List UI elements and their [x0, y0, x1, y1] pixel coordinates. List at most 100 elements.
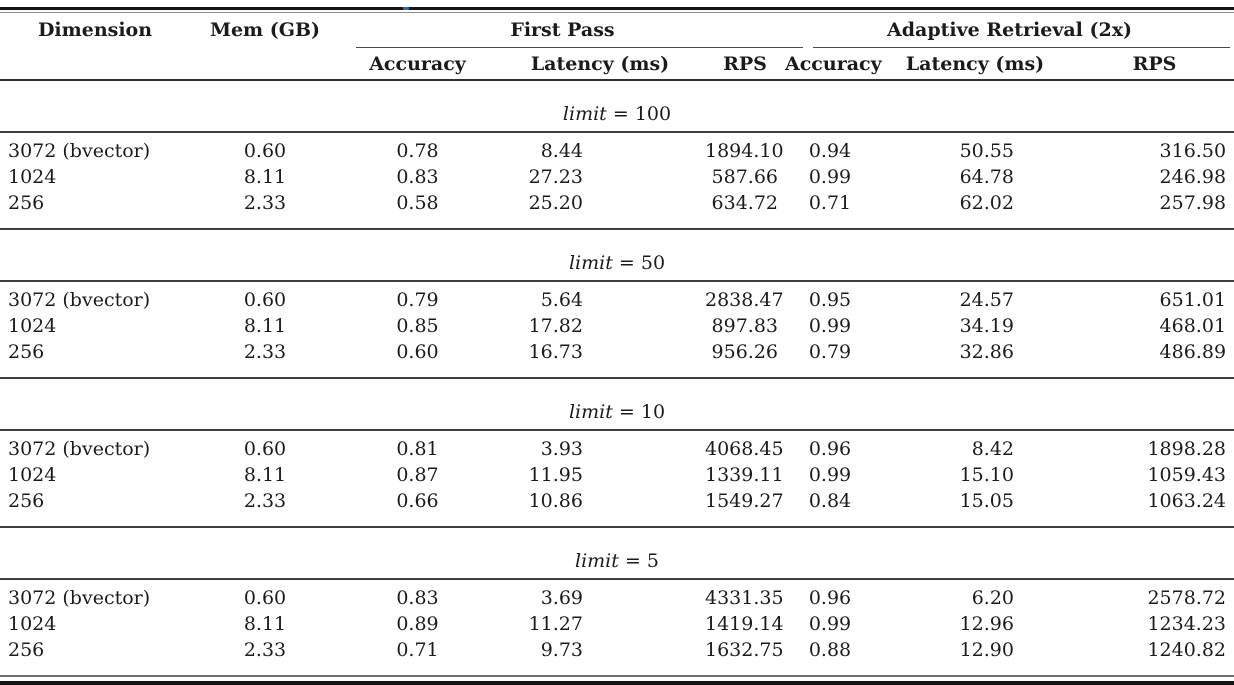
cell-dimension: 1024 — [8, 613, 57, 635]
limit-label: limit — [568, 252, 613, 274]
top-rule-thick — [0, 7, 1234, 10]
header-row-groups: Dimension Mem (GB) First Pass Adaptive R… — [0, 13, 1234, 81]
section-limit-10: limit = 10 3072 (bvector) 0.60 0.81 3.93… — [0, 377, 1234, 527]
cell-ar-rps: 486.89 — [1159, 341, 1227, 363]
cell-fp-accuracy: 0.87 — [396, 464, 439, 486]
cell-fp-accuracy: 0.83 — [396, 587, 439, 609]
cell-fp-latency: 3.69 — [540, 587, 583, 609]
cell-ar-accuracy: 0.96 — [808, 438, 852, 460]
cell-dimension: 1024 — [8, 464, 57, 486]
table-row: 3072 (bvector) 0.60 0.81 3.93 4068.45 0.… — [0, 430, 1234, 462]
cell-ar-latency: 34.19 — [959, 315, 1014, 337]
top-rule-thin — [0, 12, 1234, 13]
subheader-ar-latency: Latency (ms) — [875, 48, 1075, 81]
table-header: Dimension Mem (GB) First Pass Adaptive R… — [0, 13, 1234, 81]
section-limit-50: limit = 50 3072 (bvector) 0.60 0.79 5.64… — [0, 228, 1234, 378]
table-row: 256 2.33 0.60 16.73 956.26 0.79 32.86 48… — [0, 339, 1234, 378]
cell-ar-latency: 62.02 — [959, 192, 1014, 214]
cell-ar-latency: 12.96 — [959, 613, 1014, 635]
cell-ar-accuracy: 0.99 — [808, 464, 852, 486]
cell-mem: 0.60 — [243, 289, 287, 311]
cell-ar-latency: 15.10 — [959, 464, 1014, 486]
cell-fp-latency: 3.93 — [540, 438, 583, 460]
bottom-rule-thin — [0, 675, 1234, 677]
cell-fp-accuracy: 0.85 — [396, 315, 439, 337]
cell-fp-rps: 1894.10 — [705, 140, 784, 162]
cell-dimension: 256 — [8, 192, 45, 214]
section-limit-100: limit = 100 3072 (bvector) 0.60 0.78 8.4… — [0, 79, 1234, 229]
benchmark-results-table: Dimension Mem (GB) First Pass Adaptive R… — [0, 13, 1234, 675]
section-title-row: limit = 10 — [0, 377, 1234, 431]
cell-ar-latency: 32.86 — [959, 341, 1014, 363]
cell-ar-latency: 64.78 — [959, 166, 1014, 188]
cell-mem: 2.33 — [243, 341, 287, 363]
cell-ar-rps: 1063.24 — [1147, 490, 1227, 512]
cell-fp-accuracy: 0.81 — [396, 438, 439, 460]
cell-ar-rps: 1234.23 — [1147, 613, 1227, 635]
table-row: 1024 8.11 0.85 17.82 897.83 0.99 34.19 4… — [0, 313, 1234, 339]
cell-mem: 0.60 — [243, 587, 287, 609]
cell-ar-accuracy: 0.95 — [808, 289, 852, 311]
limit-label: limit — [575, 550, 619, 572]
subheader-ar-accuracy: Accuracy — [785, 48, 882, 81]
cell-ar-accuracy: 0.94 — [808, 140, 852, 162]
table-row: 256 2.33 0.66 10.86 1549.27 0.84 15.05 1… — [0, 488, 1234, 527]
cell-fp-accuracy: 0.83 — [396, 166, 439, 188]
cell-ar-latency: 24.57 — [959, 289, 1014, 311]
cell-ar-rps: 1240.82 — [1147, 639, 1227, 661]
cell-dimension: 3072 (bvector) — [8, 140, 151, 162]
cell-ar-latency: 6.20 — [971, 587, 1014, 609]
cell-dimension: 1024 — [8, 315, 57, 337]
cell-ar-rps: 246.98 — [1159, 166, 1227, 188]
cell-fp-latency: 10.86 — [528, 490, 583, 512]
cell-fp-rps: 956.26 — [711, 341, 778, 363]
cell-fp-rps: 1339.11 — [705, 464, 784, 486]
table-row: 3072 (bvector) 0.60 0.79 5.64 2838.47 0.… — [0, 281, 1234, 313]
header-row-subcolumns: Accuracy Latency (ms) RPS Accuracy Laten… — [0, 48, 1234, 81]
cell-ar-rps: 1059.43 — [1147, 464, 1227, 486]
cell-dimension: 3072 (bvector) — [8, 587, 151, 609]
cell-ar-rps: 651.01 — [1159, 289, 1227, 311]
cell-ar-accuracy: 0.99 — [808, 613, 852, 635]
cell-ar-rps: 1898.28 — [1147, 438, 1227, 460]
cell-ar-latency: 8.42 — [971, 438, 1014, 460]
cell-ar-accuracy: 0.99 — [808, 315, 852, 337]
table-row: 1024 8.11 0.83 27.23 587.66 0.99 64.78 2… — [0, 164, 1234, 190]
limit-value: = 5 — [624, 550, 660, 572]
cell-fp-latency: 9.73 — [540, 639, 583, 661]
cell-fp-rps: 4068.45 — [705, 438, 784, 460]
cell-dimension: 1024 — [8, 166, 57, 188]
cell-fp-rps: 634.72 — [711, 192, 778, 214]
cell-ar-rps: 257.98 — [1159, 192, 1227, 214]
cell-fp-rps: 587.66 — [711, 166, 778, 188]
cell-fp-accuracy: 0.71 — [396, 639, 439, 661]
cell-ar-latency: 50.55 — [959, 140, 1014, 162]
table-row: 256 2.33 0.58 25.20 634.72 0.71 62.02 25… — [0, 190, 1234, 229]
cell-dimension: 256 — [8, 341, 45, 363]
cell-fp-rps: 4331.35 — [705, 587, 784, 609]
subheader-fp-rps: RPS — [705, 48, 785, 81]
cell-ar-accuracy: 0.88 — [808, 639, 852, 661]
cell-fp-latency: 16.73 — [528, 341, 583, 363]
cell-fp-rps: 897.83 — [711, 315, 778, 337]
cell-mem: 0.60 — [243, 438, 287, 460]
cell-fp-accuracy: 0.60 — [396, 341, 439, 363]
cell-mem: 8.11 — [243, 166, 287, 188]
cell-mem: 8.11 — [243, 613, 287, 635]
cell-mem: 8.11 — [243, 464, 287, 486]
group-header-first-pass: First Pass — [340, 13, 803, 48]
cell-mem: 8.11 — [243, 315, 287, 337]
table-row: 1024 8.11 0.89 11.27 1419.14 0.99 12.96 … — [0, 611, 1234, 637]
limit-value: = 50 — [618, 252, 666, 274]
cell-ar-rps: 2578.72 — [1147, 587, 1227, 609]
cell-fp-accuracy: 0.79 — [396, 289, 439, 311]
cropped-caption-artifact — [403, 7, 409, 10]
group-header-adaptive-retrieval: Adaptive Retrieval (2x) — [785, 13, 1234, 48]
cell-fp-latency: 11.95 — [528, 464, 583, 486]
cell-mem: 2.33 — [243, 192, 287, 214]
cell-ar-accuracy: 0.96 — [808, 587, 852, 609]
cell-dimension: 256 — [8, 639, 45, 661]
cell-ar-accuracy: 0.84 — [808, 490, 852, 512]
table-row: 256 2.33 0.71 9.73 1632.75 0.88 12.90 12… — [0, 637, 1234, 675]
column-header-dimension: Dimension — [0, 13, 190, 81]
